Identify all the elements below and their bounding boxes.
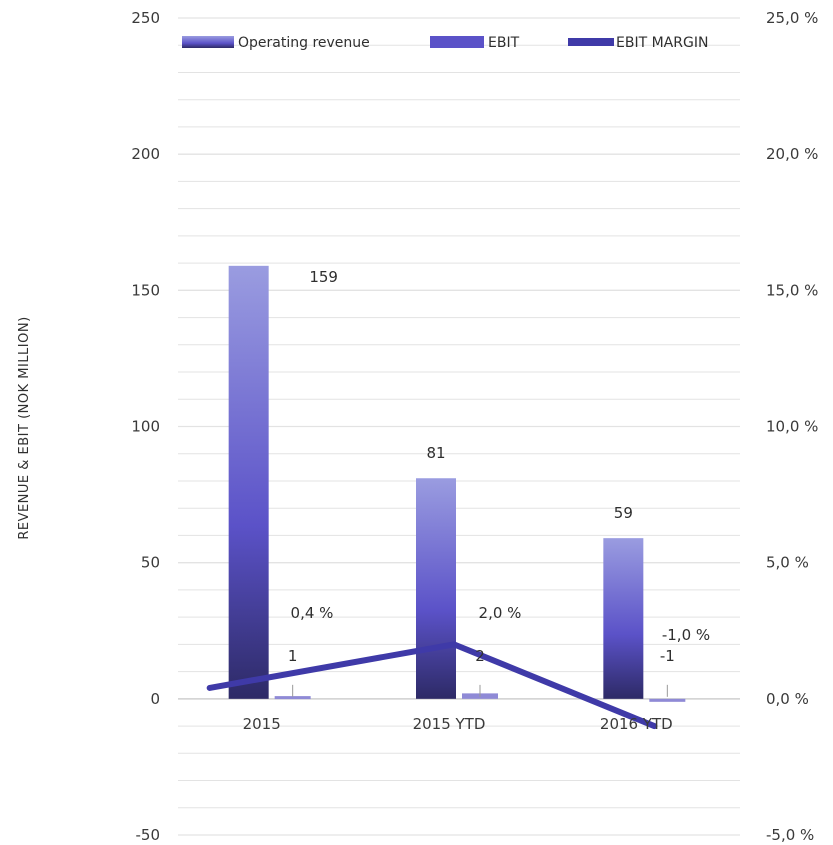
ebit-margin-line <box>206 641 658 730</box>
y-tick-label: 0 <box>150 690 160 708</box>
y-tick-label: -50 <box>136 826 161 844</box>
margin-data-label: 2,0 % <box>479 604 522 622</box>
x-tick-label: 2015 YTD <box>413 715 486 733</box>
ebit-data-label: 2 <box>475 647 485 665</box>
y2-tick-label: 10,0 % <box>766 418 818 436</box>
ebit-bar <box>274 696 311 700</box>
gridlines <box>178 17 740 836</box>
y2-tick-label: 25,0 % <box>766 9 818 27</box>
y-tick-label: 200 <box>131 145 160 163</box>
x-axis-categories: 2015 2015 YTD 2016 YTD <box>243 715 673 733</box>
y2-tick-label: 0,0 % <box>766 690 809 708</box>
revenue-bar <box>603 538 644 699</box>
y-tick-label: 50 <box>141 554 160 572</box>
legend-swatch-ebit-margin <box>568 38 614 46</box>
revenue-data-label: 81 <box>426 444 445 462</box>
y-tick-label: 250 <box>131 9 160 27</box>
y2-tick-label: 20,0 % <box>766 145 818 163</box>
revenue-bar <box>228 265 269 699</box>
y-axis-right: -5,0 % 0,0 % 5,0 % 10,0 % 15,0 % 20,0 % 25,0 % <box>766 9 818 844</box>
legend-swatch-ebit <box>430 36 484 48</box>
legend-label: EBIT <box>488 35 520 51</box>
margin-data-label: -1,0 % <box>662 626 710 644</box>
revenue-bar <box>416 478 456 699</box>
y-axis-title: REVENUE & EBIT (NOK MILLION) <box>17 316 32 539</box>
ebit-data-label: -1 <box>660 647 675 665</box>
ebit-data-label: 1 <box>288 647 298 665</box>
y-tick-label: 150 <box>131 281 160 299</box>
legend-label: Operating revenue <box>238 35 370 51</box>
data-labels: 159 81 59 1 2 -1 0,4 % 2,0 % -1,0 % <box>288 268 710 665</box>
y2-tick-label: 5,0 % <box>766 554 809 572</box>
legend: Operating revenue EBIT EBIT MARGIN <box>182 35 708 51</box>
x-tick-label: 2016 YTD <box>600 715 673 733</box>
legend-label: EBIT MARGIN <box>616 35 708 51</box>
y-axis-left: -50 0 50 100 150 200 250 <box>131 9 160 844</box>
ebit-bar <box>649 698 686 702</box>
y2-tick-label: -5,0 % <box>766 826 814 844</box>
bars <box>228 265 686 702</box>
revenue-data-label: 159 <box>309 268 338 286</box>
revenue-data-label: 59 <box>614 504 633 522</box>
y-tick-label: 100 <box>131 418 160 436</box>
x-tick-label: 2015 <box>243 715 281 733</box>
ebit-margin-series <box>206 641 658 730</box>
y2-tick-label: 15,0 % <box>766 281 818 299</box>
legend-swatch-revenue <box>182 36 234 48</box>
margin-data-label: 0,4 % <box>291 604 334 622</box>
